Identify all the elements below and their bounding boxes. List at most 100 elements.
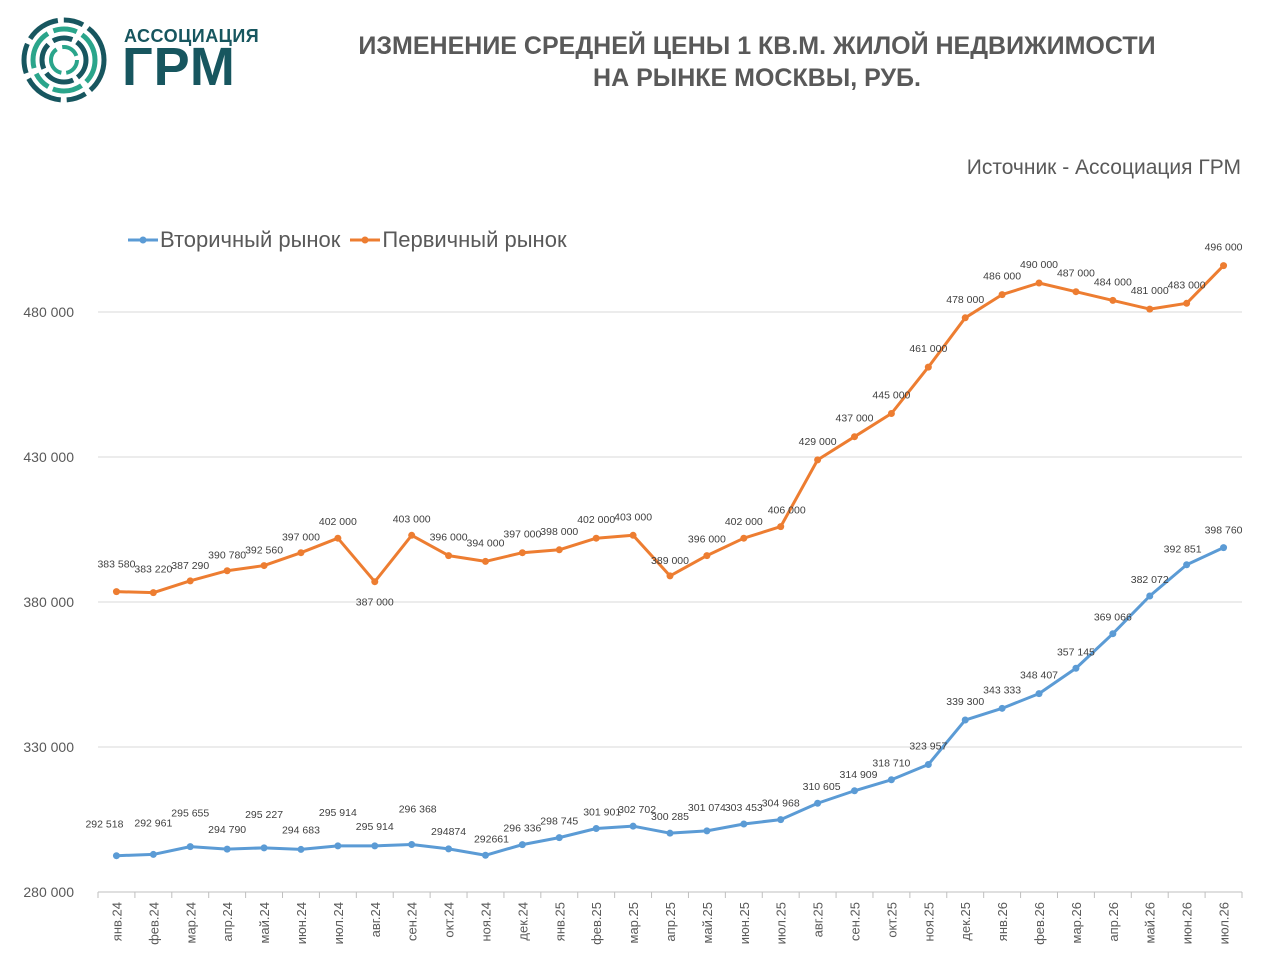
data-point	[592, 534, 600, 542]
x-tick-label: дек.24	[515, 902, 530, 941]
data-point	[592, 824, 600, 832]
data-label: 292661	[474, 833, 509, 845]
y-tick-label: 330 000	[23, 739, 74, 755]
chart-legend: Вторичный рынок Первичный рынок	[128, 226, 577, 254]
x-tick-label: окт.25	[884, 902, 899, 938]
data-label: 295 227	[245, 809, 283, 821]
data-point	[740, 820, 748, 828]
data-point	[998, 291, 1006, 299]
x-tick-label: июл.25	[774, 902, 789, 944]
data-label: 429 000	[799, 436, 837, 448]
data-point	[814, 456, 822, 464]
y-tick-label: 280 000	[23, 884, 74, 900]
x-tick-label: июн.24	[294, 902, 309, 944]
data-point	[112, 852, 120, 860]
data-point	[777, 523, 785, 531]
legend-swatch-secondary-icon	[128, 236, 158, 244]
data-point	[703, 552, 711, 560]
data-point	[1146, 592, 1154, 600]
data-label: 383 220	[134, 564, 172, 576]
data-label: 294 683	[282, 824, 320, 836]
data-label: 484 000	[1094, 276, 1132, 288]
data-point	[334, 534, 342, 542]
data-point	[334, 842, 342, 850]
data-label: 490 000	[1020, 259, 1058, 271]
data-label: 387 000	[356, 597, 394, 609]
legend-item-secondary: Вторичный рынок	[128, 226, 340, 254]
data-label: 292 961	[134, 817, 172, 829]
data-point	[629, 822, 637, 830]
data-point	[297, 549, 305, 557]
x-tick-label: авг.25	[811, 902, 826, 937]
data-label: 437 000	[836, 413, 874, 425]
data-label: 295 914	[319, 807, 357, 819]
data-point	[666, 572, 674, 580]
data-point	[851, 787, 859, 795]
data-label: 481 000	[1131, 285, 1169, 297]
data-label: 402 000	[577, 514, 615, 526]
data-point	[1183, 561, 1191, 569]
data-point	[961, 716, 969, 724]
data-point	[629, 531, 637, 539]
title-line-2: НА РЫНКЕ МОСКВЫ, РУБ.	[593, 64, 921, 92]
data-label: 387 290	[171, 560, 209, 572]
data-label: 486 000	[983, 271, 1021, 283]
legend-item-primary: Первичный рынок	[350, 226, 567, 254]
data-label: 295 914	[356, 821, 394, 833]
data-point	[186, 843, 194, 851]
data-point	[149, 589, 157, 597]
data-label: 357 145	[1057, 646, 1095, 658]
data-label: 296 336	[503, 823, 541, 835]
x-tick-label: апр.25	[663, 902, 678, 942]
logo-text-big: ГРМ	[122, 37, 236, 97]
data-label: 390 780	[208, 550, 246, 562]
data-point	[814, 799, 822, 807]
data-point	[1072, 288, 1080, 296]
data-point	[1109, 630, 1117, 638]
data-point	[924, 761, 932, 769]
data-label: 478 000	[946, 294, 984, 306]
data-label: 323 957	[909, 741, 947, 753]
data-point	[481, 557, 489, 565]
x-tick-label: мар.25	[626, 902, 641, 943]
x-tick-label: сен.24	[405, 902, 420, 941]
data-point	[887, 410, 895, 417]
x-tick-label: фев.25	[589, 902, 604, 945]
data-point	[518, 841, 526, 849]
logo-ring-icon	[21, 17, 107, 103]
data-point	[1035, 279, 1043, 287]
x-tick-label: окт.24	[442, 902, 457, 938]
data-label: 398 760	[1205, 525, 1243, 537]
data-label: 294874	[431, 826, 466, 838]
x-tick-label: янв.24	[109, 902, 124, 941]
x-tick-label: май.24	[257, 902, 272, 944]
data-label: 296 368	[399, 804, 437, 816]
data-label: 301 901	[583, 806, 621, 818]
data-label: 300 285	[651, 811, 689, 823]
data-label: 445 000	[872, 390, 910, 402]
data-point	[1146, 305, 1154, 313]
y-tick-label: 480 000	[23, 304, 74, 320]
x-tick-label: янв.26	[995, 902, 1010, 941]
data-label: 403 000	[614, 511, 652, 523]
data-point	[408, 531, 416, 539]
data-label: 397 000	[503, 529, 541, 541]
x-tick-label: дек.25	[958, 902, 973, 941]
logo: АССОЦИАЦИЯ ГРМ	[20, 16, 260, 106]
data-label: 318 710	[872, 758, 910, 770]
data-point	[851, 433, 859, 441]
data-label: 397 000	[282, 532, 320, 544]
data-label: 314 909	[840, 769, 878, 781]
data-label: 394 000	[466, 537, 504, 549]
data-label: 348 407	[1020, 670, 1058, 682]
data-point	[408, 841, 416, 849]
x-tick-label: мар.26	[1069, 902, 1084, 943]
data-point	[481, 851, 489, 859]
data-label: 382 072	[1131, 574, 1169, 586]
data-label: 292 518	[85, 819, 123, 831]
data-label: 301 074	[688, 802, 726, 814]
x-tick-label: фев.24	[146, 902, 161, 945]
data-label: 389 000	[651, 555, 689, 567]
page-title: ИЗМЕНЕНИЕ СРЕДНЕЙ ЦЕНЫ 1 КВ.М. ЖИЛОЙ НЕД…	[300, 30, 1214, 94]
data-point	[223, 845, 231, 853]
